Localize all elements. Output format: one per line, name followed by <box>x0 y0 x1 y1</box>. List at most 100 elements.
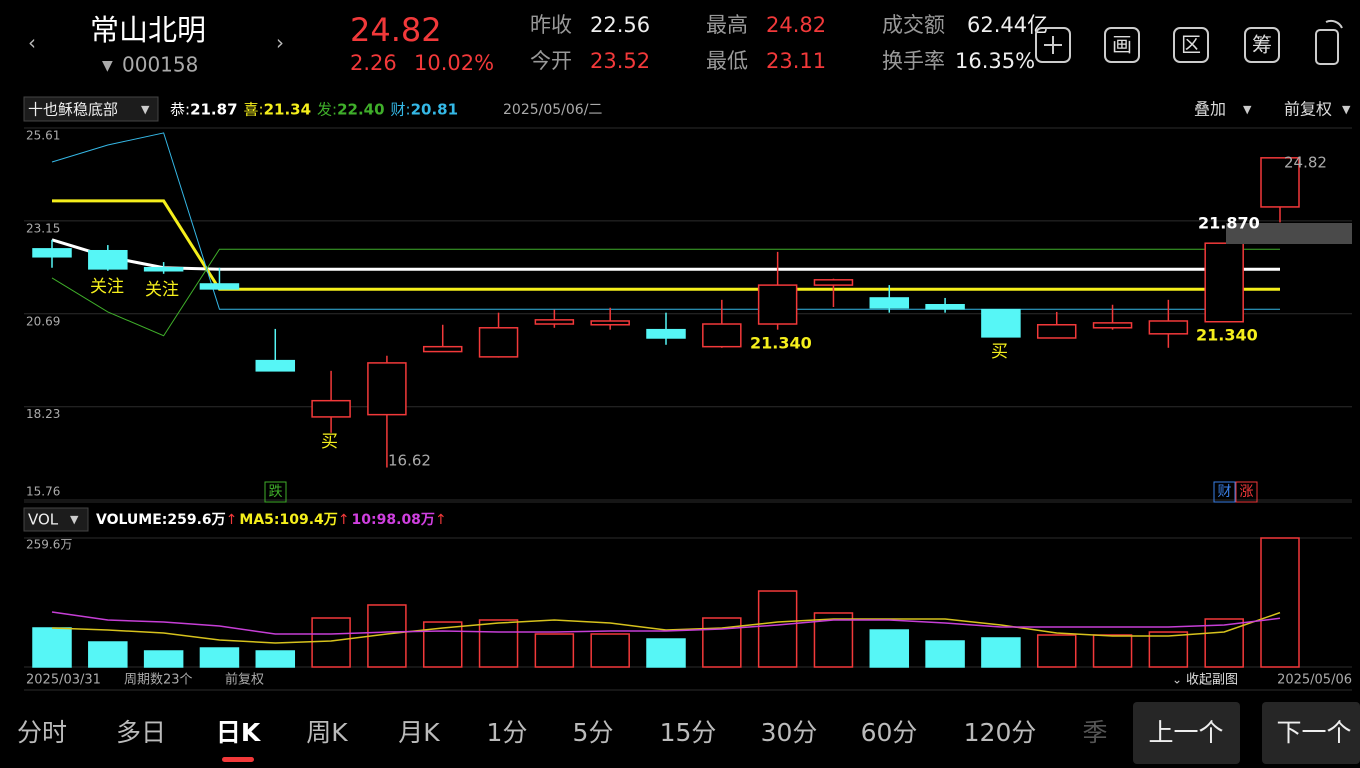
ma-line <box>51 611 1281 635</box>
stock-code: 000158 <box>122 53 198 77</box>
legend-name: 恭: <box>170 101 190 119</box>
ma-line <box>51 611 1281 644</box>
stock-name: 常山北明 <box>90 13 206 47</box>
adjust-label: 前复权 <box>225 672 264 688</box>
legend-label: 10: <box>352 512 377 528</box>
toolbar-label: 区 <box>1181 33 1201 57</box>
volume-bar <box>813 612 854 668</box>
active-underline <box>222 757 254 762</box>
candle-body <box>1260 157 1300 208</box>
vol-select[interactable] <box>23 507 89 532</box>
legend-value: 20.81 <box>411 101 458 119</box>
kline-date: 2025/05/06/二 <box>503 102 602 118</box>
legend-arrow: ↑ <box>435 512 447 528</box>
add-icon <box>1044 36 1062 54</box>
collapse-button[interactable]: 收起副图 <box>1186 673 1238 688</box>
next-stock-arrow[interactable]: › <box>276 31 284 55</box>
annotation: 21.340 <box>750 334 812 353</box>
stat-value: 23.11 <box>766 49 826 73</box>
candle-body <box>534 319 575 325</box>
indicator-line <box>51 248 1280 337</box>
prev-stock-arrow[interactable]: ‹ <box>28 31 36 55</box>
code-dropdown[interactable]: ▼ <box>102 58 113 74</box>
candle-body <box>757 284 798 325</box>
next-label: 下一个 <box>1276 718 1351 747</box>
legend-label: VOLUME: <box>96 512 167 528</box>
stat-label: 今开 <box>530 49 572 73</box>
legend-value: 21.87 <box>190 101 237 119</box>
candle-body <box>1092 322 1133 329</box>
annotation: 关注 <box>90 277 124 297</box>
change: 2.26 <box>350 51 397 75</box>
candle-body <box>367 362 407 416</box>
volume-bar <box>88 641 128 668</box>
period-tab[interactable]: 60分 <box>861 718 918 747</box>
volume-bar <box>143 650 184 668</box>
signal-box <box>1213 481 1236 503</box>
volume-bar <box>702 617 742 668</box>
candle-body <box>311 399 351 418</box>
prev-button[interactable] <box>1133 702 1240 764</box>
candle-body <box>32 248 72 258</box>
stat-label: 最低 <box>706 49 748 73</box>
stat-value: 23.52 <box>590 49 650 73</box>
overlay-button[interactable]: 叠加 <box>1194 100 1226 119</box>
indicator-line <box>51 238 1280 271</box>
candle-body <box>813 279 854 286</box>
period-tab[interactable]: 月K <box>398 718 440 747</box>
volume-bar <box>925 640 965 668</box>
dropdown-arrow: ▼ <box>1243 103 1252 116</box>
period-tab[interactable]: 周K <box>306 718 348 747</box>
period-tab[interactable]: 5分 <box>573 718 614 747</box>
candle-body <box>1036 324 1077 339</box>
add-button[interactable] <box>1035 27 1071 63</box>
volume-bar <box>1260 537 1300 668</box>
collapse-icon: ⌄ <box>1172 673 1182 687</box>
period-tab[interactable]: 日K <box>216 718 262 747</box>
annotation: 买 <box>321 432 338 452</box>
rotate-button[interactable] <box>1315 29 1339 65</box>
range-button[interactable] <box>1173 27 1209 63</box>
dropdown-arrow: ▼ <box>141 103 150 116</box>
volume-bar <box>757 590 798 668</box>
volume-bar <box>590 633 630 668</box>
period-tab[interactable]: 分时 <box>17 718 67 747</box>
signal-label: 跌 <box>269 484 283 500</box>
legend-name: 喜: <box>244 101 264 119</box>
legend-label: MA5: <box>239 512 279 528</box>
period-tab[interactable]: 120分 <box>964 718 1037 747</box>
change-pct: 10.02% <box>414 51 494 75</box>
volume-bar <box>981 637 1021 668</box>
volume-bar <box>1092 634 1133 668</box>
period-tab[interactable]: 多日 <box>116 718 166 747</box>
period-tab[interactable]: 30分 <box>761 718 818 747</box>
prev-label: 上一个 <box>1148 718 1223 747</box>
stat-value: 62.44亿 <box>967 13 1048 37</box>
dropdown-arrow: ▼ <box>1342 103 1351 116</box>
chip-button[interactable] <box>1244 27 1280 63</box>
indicator-select[interactable] <box>23 96 159 122</box>
period-tab[interactable]: 1分 <box>487 718 528 747</box>
legend-value: 98.08万 <box>377 512 435 528</box>
y-tick-label: 23.15 <box>26 221 60 235</box>
indicator-line <box>52 199 1280 291</box>
legend-arrow: ↑ <box>338 512 350 528</box>
adjust-button[interactable]: 前复权 <box>1284 100 1332 119</box>
candle-body <box>702 323 742 348</box>
legend-value: 259.6万 <box>167 512 225 528</box>
next-button[interactable] <box>1262 702 1360 764</box>
volume-bar <box>869 629 910 668</box>
volume-bar <box>32 627 72 668</box>
period-tab[interactable]: 季 <box>1082 718 1107 747</box>
legend-value: 109.4万 <box>280 512 338 528</box>
period-tab[interactable]: 15分 <box>660 718 717 747</box>
annotation: 关注 <box>145 280 179 300</box>
signal-box <box>1235 481 1258 503</box>
legend-name: 发: <box>317 101 337 119</box>
stat-label: 换手率 <box>882 49 945 73</box>
signal-label: 涨 <box>1240 484 1254 500</box>
volume-bar <box>1204 618 1244 668</box>
draw-button[interactable] <box>1104 27 1140 63</box>
